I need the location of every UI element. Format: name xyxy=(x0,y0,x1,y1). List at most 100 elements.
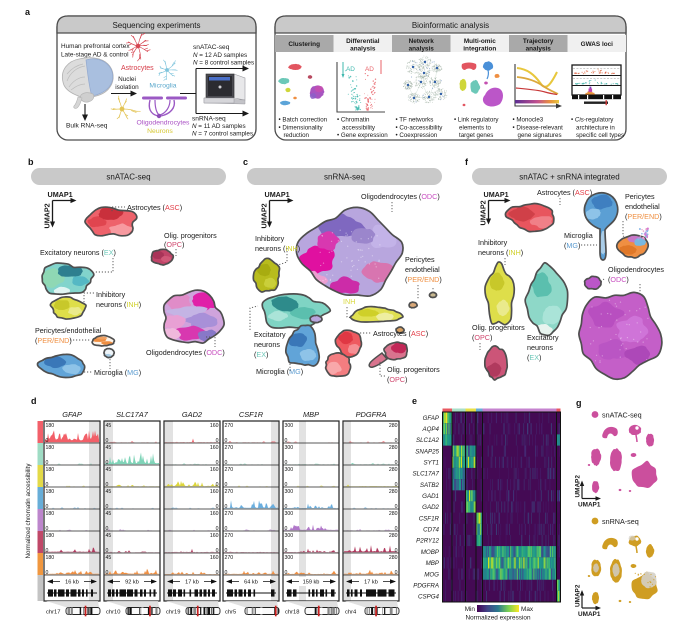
svg-text:PDGFRA: PDGFRA xyxy=(356,410,387,419)
svg-text:0: 0 xyxy=(216,548,219,554)
svg-text:Normalized chromatin accessibi: Normalized chromatin accessibility xyxy=(25,463,32,559)
svg-text:(ODC): (ODC) xyxy=(608,275,629,284)
svg-text:Microglia (MG): Microglia (MG) xyxy=(256,367,303,376)
svg-text:0: 0 xyxy=(216,570,219,576)
svg-text:300: 300 xyxy=(285,445,294,451)
svg-text:AD: AD xyxy=(365,66,374,73)
svg-text:0: 0 xyxy=(395,438,398,444)
svg-text:endothelial: endothelial xyxy=(625,202,660,211)
svg-text:snRNA-seq: snRNA-seq xyxy=(192,116,226,123)
svg-text:c: c xyxy=(243,157,248,167)
svg-text:Microglia: Microglia xyxy=(564,231,593,240)
svg-text:0: 0 xyxy=(46,482,49,488)
svg-text:0: 0 xyxy=(395,504,398,510)
svg-text:280: 280 xyxy=(389,555,398,561)
svg-text:0: 0 xyxy=(106,460,109,466)
svg-text:270: 270 xyxy=(225,555,234,561)
svg-text:0: 0 xyxy=(285,460,288,466)
svg-text:0: 0 xyxy=(46,526,49,532)
svg-text:180: 180 xyxy=(46,423,55,429)
svg-text:Microglia: Microglia xyxy=(149,83,176,90)
svg-text:UMAP1: UMAP1 xyxy=(578,502,601,509)
svg-text:160: 160 xyxy=(210,467,219,473)
svg-text:SLC17A7: SLC17A7 xyxy=(413,471,440,478)
svg-text:160: 160 xyxy=(210,445,219,451)
svg-text:0: 0 xyxy=(395,526,398,532)
svg-text:270: 270 xyxy=(225,467,234,473)
svg-text:neurons: neurons xyxy=(527,343,553,352)
svg-text:endothelial: endothelial xyxy=(405,265,440,274)
svg-text:SLC17A7: SLC17A7 xyxy=(116,410,149,419)
svg-text:0: 0 xyxy=(225,504,228,510)
svg-text:SLC1A2: SLC1A2 xyxy=(416,437,440,444)
svg-text:UMAP2: UMAP2 xyxy=(260,203,269,228)
svg-text:Astrocytes (ASC): Astrocytes (ASC) xyxy=(537,188,592,197)
svg-text:16 kb: 16 kb xyxy=(65,580,79,586)
svg-text:Inhibitory: Inhibitory xyxy=(96,290,126,299)
svg-text:0: 0 xyxy=(46,460,49,466)
svg-text:chr19: chr19 xyxy=(166,610,181,616)
svg-text:Oligodendrocytes: Oligodendrocytes xyxy=(608,265,664,274)
svg-text:0: 0 xyxy=(225,548,228,554)
svg-text:280: 280 xyxy=(389,533,398,539)
svg-text:0: 0 xyxy=(106,570,109,576)
svg-text:17 kb: 17 kb xyxy=(364,580,378,586)
svg-text:(EX): (EX) xyxy=(254,350,268,359)
svg-text:0: 0 xyxy=(285,438,288,444)
svg-text:(MG): (MG) xyxy=(564,241,580,250)
svg-text:target genes: target genes xyxy=(459,132,493,139)
svg-text:17 kb: 17 kb xyxy=(185,580,199,586)
svg-text:Max: Max xyxy=(521,606,534,613)
svg-text:0: 0 xyxy=(285,504,288,510)
svg-text:0: 0 xyxy=(225,460,228,466)
svg-text:GAD1: GAD1 xyxy=(422,493,439,500)
svg-text:UMAP1: UMAP1 xyxy=(48,190,73,199)
svg-text:chr4: chr4 xyxy=(345,610,357,616)
svg-text:INH: INH xyxy=(343,297,355,306)
svg-text:(OPC): (OPC) xyxy=(164,240,184,249)
svg-text:GWAS loci: GWAS loci xyxy=(581,41,614,48)
svg-text:• Chromatin: • Chromatin xyxy=(337,117,370,124)
svg-text:snATAC-seq: snATAC-seq xyxy=(602,411,642,420)
svg-text:180: 180 xyxy=(46,467,55,473)
svg-text:(PER/END): (PER/END) xyxy=(35,336,72,345)
svg-text:snATAC-seq: snATAC-seq xyxy=(193,44,230,51)
svg-text:(OPC): (OPC) xyxy=(472,333,492,342)
svg-text:160: 160 xyxy=(210,511,219,517)
svg-text:180: 180 xyxy=(46,533,55,539)
svg-text:0: 0 xyxy=(106,504,109,510)
svg-text:159 kb: 159 kb xyxy=(303,580,320,586)
svg-text:300: 300 xyxy=(285,533,294,539)
svg-text:0: 0 xyxy=(46,438,49,444)
svg-text:SYT1: SYT1 xyxy=(424,460,439,467)
svg-text:N = 12 AD samples: N = 12 AD samples xyxy=(193,52,247,59)
svg-text:Astrocytes (ASC): Astrocytes (ASC) xyxy=(127,203,182,212)
svg-text:snRNA-seq: snRNA-seq xyxy=(324,173,365,182)
svg-text:270: 270 xyxy=(225,423,234,429)
svg-text:180: 180 xyxy=(46,489,55,495)
svg-text:• Monocle3: • Monocle3 xyxy=(513,117,544,124)
svg-text:accessibility: accessibility xyxy=(342,124,376,131)
svg-text:CD74: CD74 xyxy=(423,527,439,534)
svg-text:Clustering: Clustering xyxy=(288,41,320,48)
svg-text:analysis: analysis xyxy=(409,46,435,53)
svg-text:45: 45 xyxy=(106,511,112,517)
svg-text:Bioinformatic analysis: Bioinformatic analysis xyxy=(412,21,489,30)
svg-text:0: 0 xyxy=(285,482,288,488)
svg-text:Astrocytes (ASC): Astrocytes (ASC) xyxy=(373,329,428,338)
svg-text:160: 160 xyxy=(210,489,219,495)
svg-text:(PER/END): (PER/END) xyxy=(625,212,662,221)
svg-text:isolation: isolation xyxy=(115,84,139,91)
svg-text:0: 0 xyxy=(225,526,228,532)
svg-text:CSF1R: CSF1R xyxy=(419,515,440,522)
svg-text:(OPC): (OPC) xyxy=(387,375,407,384)
svg-text:300: 300 xyxy=(285,511,294,517)
svg-text:0: 0 xyxy=(285,526,288,532)
svg-text:0: 0 xyxy=(106,438,109,444)
svg-text:280: 280 xyxy=(389,445,398,451)
svg-text:0: 0 xyxy=(216,460,219,466)
svg-text:92 kb: 92 kb xyxy=(125,580,139,586)
svg-text:Excitatory: Excitatory xyxy=(527,333,559,342)
svg-text:AQP4: AQP4 xyxy=(421,426,439,433)
svg-text:300: 300 xyxy=(285,467,294,473)
